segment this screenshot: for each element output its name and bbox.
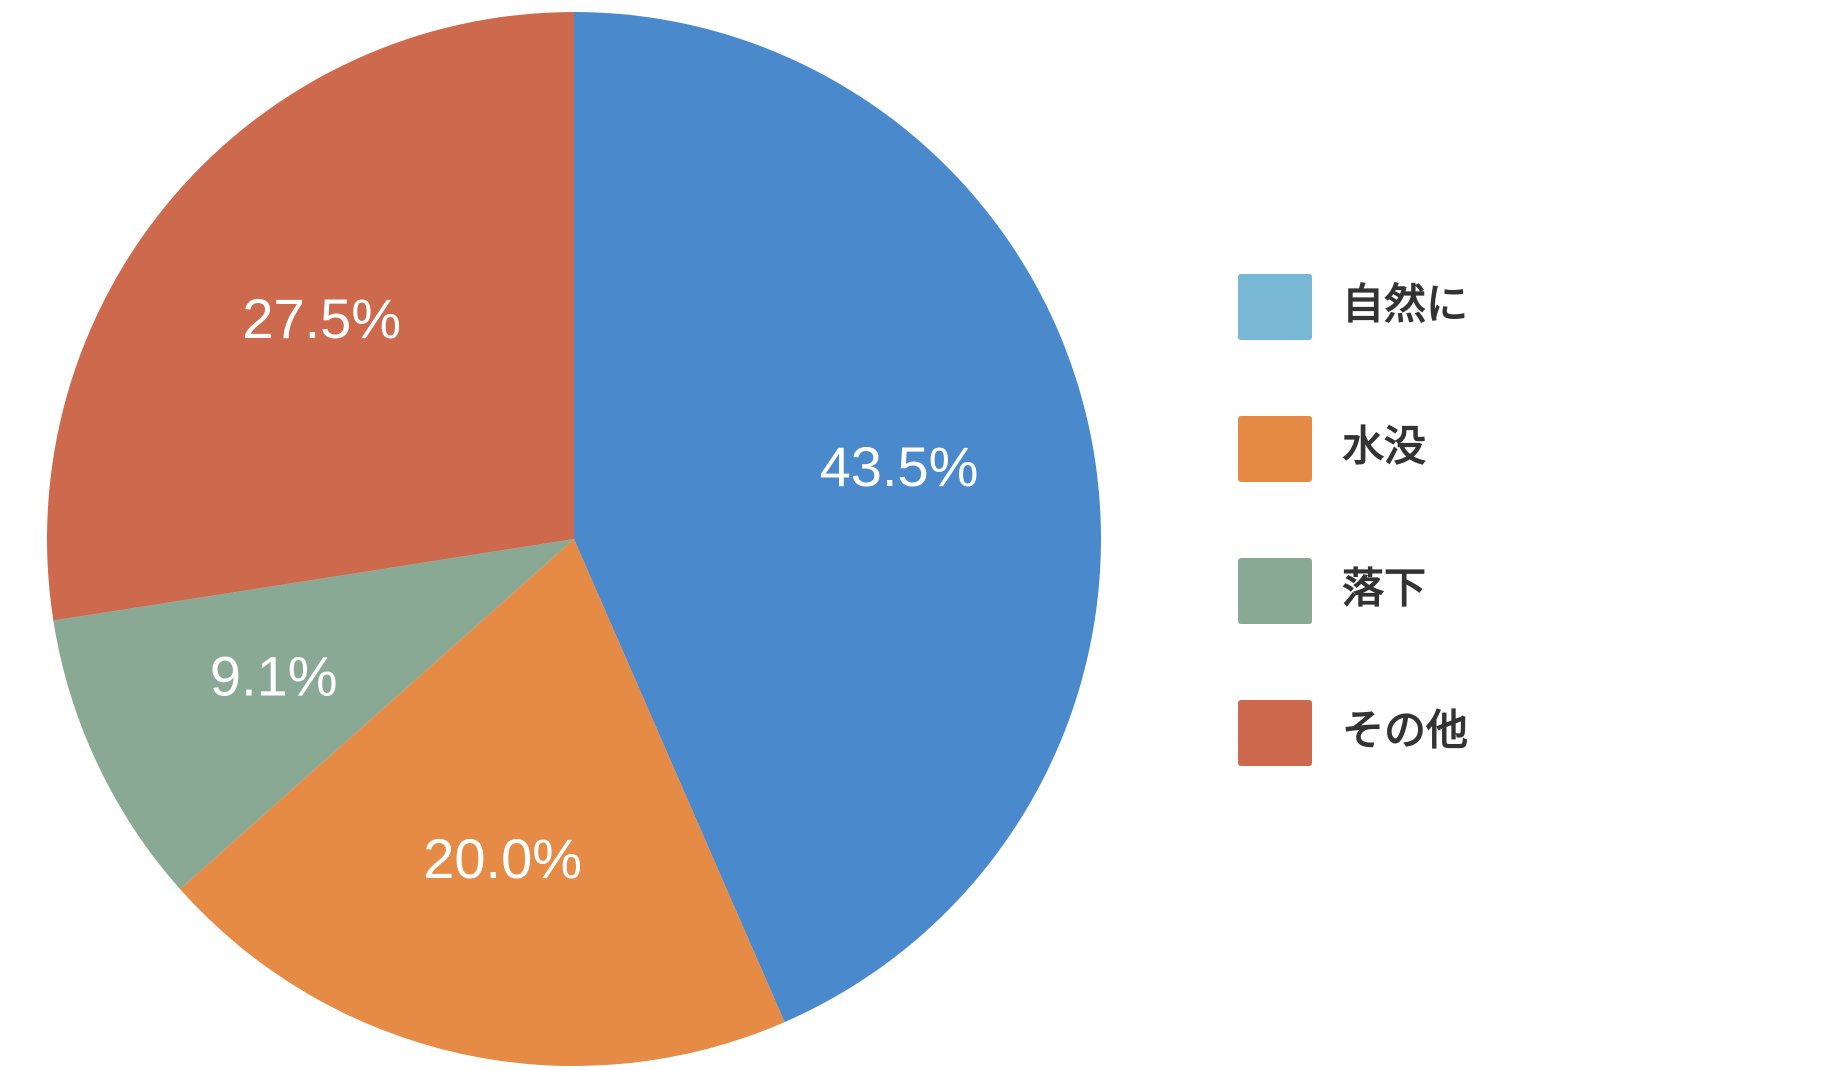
legend-swatch: [1238, 416, 1312, 482]
legend-label: 自然に: [1342, 280, 1468, 329]
data-label: 20.0%: [423, 827, 582, 890]
legend-label: 水没: [1342, 422, 1426, 471]
pie-slice: [46, 12, 574, 621]
legend-swatch: [1238, 700, 1312, 766]
pie-slice: [180, 539, 785, 1066]
data-label: 27.5%: [242, 287, 401, 350]
legend-label: 落下: [1342, 564, 1426, 613]
pie-slice: [53, 539, 574, 890]
legend-label: その他: [1342, 706, 1468, 755]
legend-swatch: [1238, 558, 1312, 624]
legend-swatch: [1238, 274, 1312, 340]
data-label: 9.1%: [210, 644, 338, 707]
pie-slice: [574, 12, 1102, 1023]
data-label: 43.5%: [820, 435, 979, 498]
